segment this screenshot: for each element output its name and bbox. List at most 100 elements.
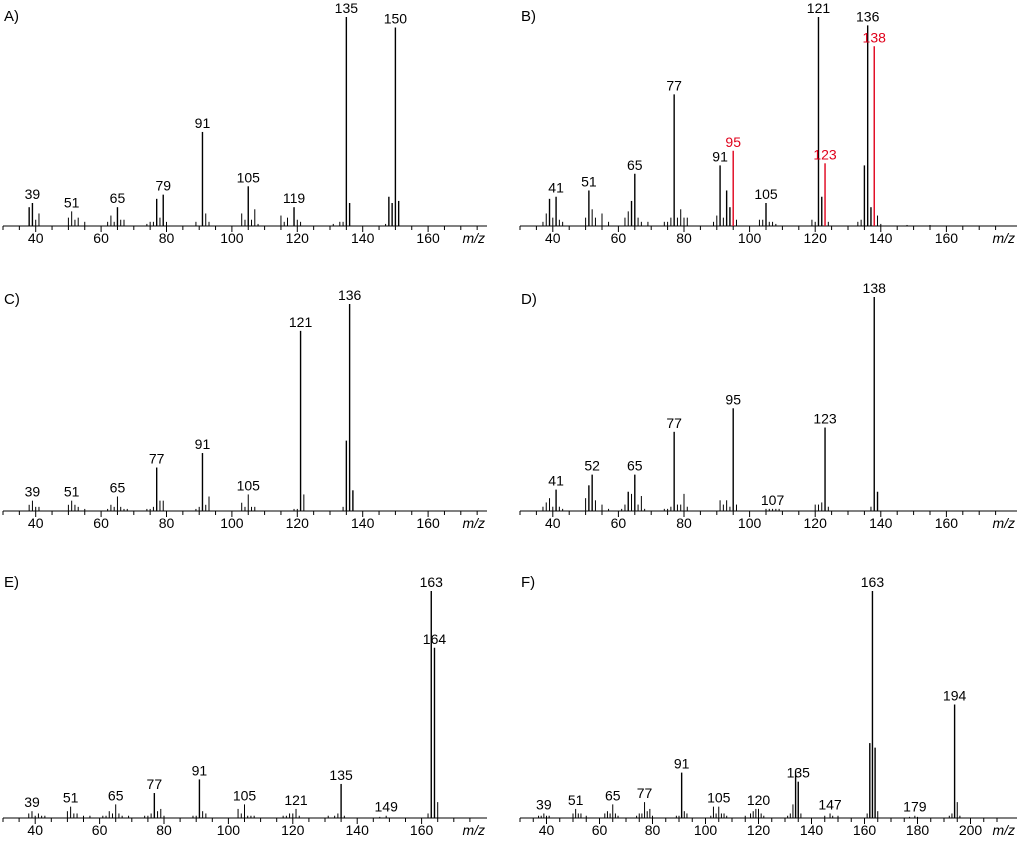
x-tick-label: 100 bbox=[738, 230, 762, 246]
peak-label-105: 105 bbox=[754, 186, 778, 202]
x-tick-label: 60 bbox=[592, 822, 608, 838]
x-tick-label: 100 bbox=[694, 822, 718, 838]
peak-label-65: 65 bbox=[110, 480, 126, 496]
peak-label-123: 123 bbox=[813, 146, 837, 162]
peak-label-77: 77 bbox=[147, 776, 163, 792]
peak-label-150: 150 bbox=[384, 10, 408, 26]
x-tick-label: 60 bbox=[93, 230, 109, 246]
x-tick-label: 40 bbox=[28, 515, 44, 531]
x-axis-unit: m/z bbox=[462, 230, 485, 246]
peak-label-135: 135 bbox=[335, 0, 359, 16]
peak-label-105: 105 bbox=[233, 787, 257, 803]
x-tick-label: 100 bbox=[220, 230, 244, 246]
panel-label: D) bbox=[521, 291, 537, 308]
x-axis-unit: m/z bbox=[462, 822, 485, 838]
x-tick-label: 80 bbox=[676, 515, 692, 531]
peak-label-39: 39 bbox=[25, 186, 41, 202]
peak-label-147: 147 bbox=[818, 796, 842, 812]
panel-label: F) bbox=[521, 574, 535, 591]
x-tick-label: 80 bbox=[676, 230, 692, 246]
peak-label-135: 135 bbox=[787, 765, 811, 781]
peak-label-107: 107 bbox=[761, 492, 785, 508]
x-tick-label: 40 bbox=[28, 230, 44, 246]
peak-label-65: 65 bbox=[605, 787, 621, 803]
x-tick-label: 100 bbox=[738, 515, 762, 531]
x-tick-label: 60 bbox=[611, 515, 627, 531]
x-tick-label: 180 bbox=[906, 822, 930, 838]
x-tick-label: 80 bbox=[645, 822, 661, 838]
x-axis-unit: m/z bbox=[462, 515, 485, 531]
x-tick-label: 80 bbox=[159, 515, 175, 531]
spectrum-panel-5: E) 40 60 80 100 120 140 160 m/z 39 51 65 77 91 105 121 1… bbox=[2, 574, 487, 838]
peak-label-179: 179 bbox=[903, 799, 927, 815]
x-tick-label: 60 bbox=[92, 822, 108, 838]
peak-label-65: 65 bbox=[110, 190, 126, 206]
x-tick-label: 100 bbox=[220, 515, 244, 531]
peak-label-91: 91 bbox=[674, 756, 690, 772]
peak-label-65: 65 bbox=[627, 157, 643, 173]
peak-label-77: 77 bbox=[666, 415, 682, 431]
x-tick-label: 40 bbox=[545, 230, 561, 246]
x-tick-label: 40 bbox=[545, 515, 561, 531]
x-tick-label: 60 bbox=[611, 230, 627, 246]
x-tick-label: 140 bbox=[346, 822, 370, 838]
peak-label-194: 194 bbox=[943, 688, 967, 704]
peak-label-51: 51 bbox=[64, 484, 80, 500]
x-tick-label: 160 bbox=[416, 515, 440, 531]
x-tick-label: 120 bbox=[804, 515, 828, 531]
panel-label: A) bbox=[4, 8, 19, 25]
panel-label: E) bbox=[4, 574, 19, 591]
peak-label-41: 41 bbox=[548, 180, 564, 196]
x-tick-label: 160 bbox=[410, 822, 434, 838]
peak-label-39: 39 bbox=[536, 796, 552, 812]
spectrum-panel-6: F) 40 60 80 100 120 140 160 180 200 m/z 39 51 65 77 91 1… bbox=[519, 574, 1017, 838]
peak-label-163: 163 bbox=[861, 574, 885, 590]
x-axis-unit: m/z bbox=[992, 822, 1015, 838]
x-tick-label: 40 bbox=[27, 822, 43, 838]
peak-label-136: 136 bbox=[338, 287, 362, 303]
panel-label: C) bbox=[4, 291, 20, 308]
peak-label-77: 77 bbox=[666, 77, 682, 93]
peak-label-149: 149 bbox=[375, 799, 399, 815]
x-tick-label: 160 bbox=[853, 822, 877, 838]
peak-label-163: 163 bbox=[420, 574, 444, 590]
x-tick-label: 80 bbox=[156, 822, 172, 838]
x-tick-label: 120 bbox=[286, 515, 310, 531]
x-tick-label: 140 bbox=[800, 822, 824, 838]
x-tick-label: 140 bbox=[351, 230, 375, 246]
peak-label-65: 65 bbox=[108, 787, 124, 803]
peak-label-121: 121 bbox=[284, 792, 308, 808]
x-tick-label: 60 bbox=[93, 515, 109, 531]
spectrum-panel-4: D) 40 60 80 100 120 140 160 m/z 41 52 65 77 95 107 123 1… bbox=[519, 280, 1017, 531]
spectrum-panel-1: A) 40 60 80 100 120 140 160 m/z 39 51 65 79 91 105 119 1… bbox=[2, 0, 487, 246]
x-tick-label: 120 bbox=[281, 822, 305, 838]
peak-label-41: 41 bbox=[548, 473, 564, 489]
peak-label-123: 123 bbox=[813, 411, 837, 427]
peak-label-119: 119 bbox=[283, 190, 306, 206]
x-tick-label: 100 bbox=[217, 822, 241, 838]
peak-label-136: 136 bbox=[856, 8, 880, 24]
peak-label-77: 77 bbox=[149, 451, 165, 467]
x-tick-label: 120 bbox=[804, 230, 828, 246]
x-tick-label: 40 bbox=[539, 822, 555, 838]
peak-label-105: 105 bbox=[237, 477, 261, 493]
peak-label-105: 105 bbox=[707, 790, 731, 806]
peak-label-51: 51 bbox=[581, 173, 597, 189]
peak-label-95: 95 bbox=[725, 391, 741, 407]
x-tick-label: 160 bbox=[935, 230, 959, 246]
peak-label-138: 138 bbox=[863, 29, 887, 45]
x-tick-label: 140 bbox=[869, 230, 893, 246]
panel-label: B) bbox=[521, 8, 536, 25]
peak-label-121: 121 bbox=[807, 0, 831, 16]
x-tick-label: 140 bbox=[869, 515, 893, 531]
peak-label-51: 51 bbox=[568, 792, 584, 808]
peak-label-79: 79 bbox=[155, 178, 171, 194]
x-tick-label: 160 bbox=[935, 515, 959, 531]
x-axis-unit: m/z bbox=[992, 230, 1015, 246]
peak-label-120: 120 bbox=[747, 792, 771, 808]
peak-label-138: 138 bbox=[863, 280, 887, 296]
peak-label-121: 121 bbox=[289, 314, 313, 330]
peak-label-39: 39 bbox=[24, 794, 40, 810]
peak-label-91: 91 bbox=[712, 148, 728, 164]
